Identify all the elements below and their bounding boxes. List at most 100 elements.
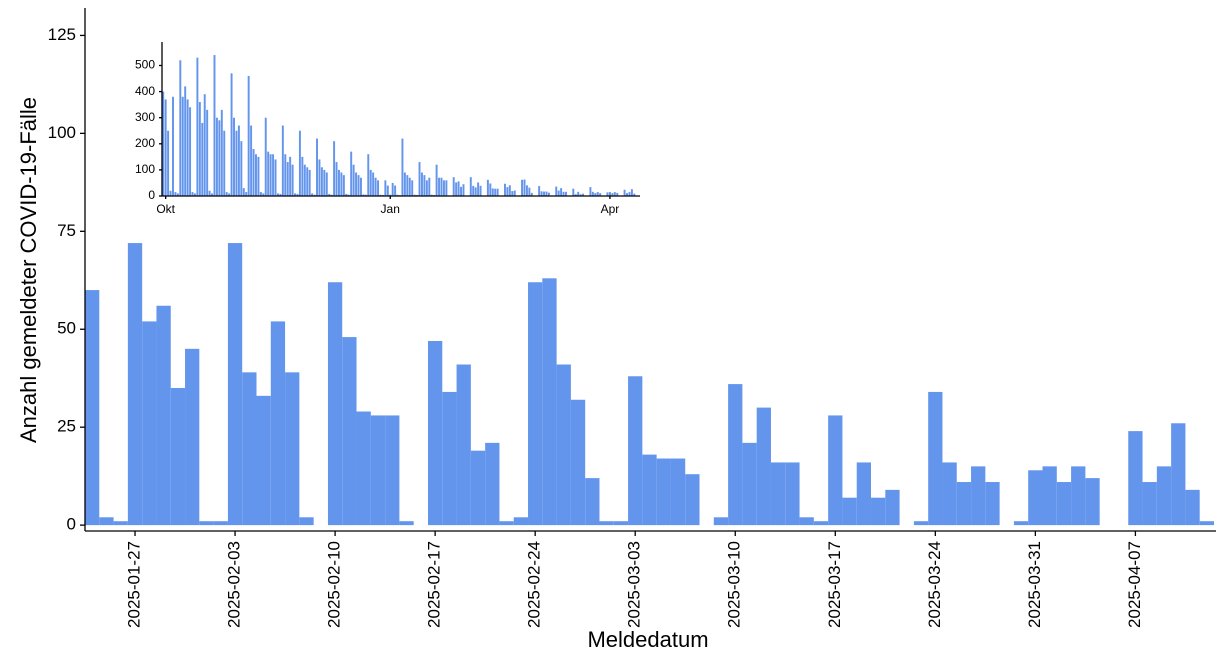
bar [364, 194, 367, 196]
bar [113, 521, 128, 526]
bar [223, 130, 226, 196]
bar [413, 194, 416, 196]
bar [494, 188, 497, 196]
bar [230, 73, 233, 196]
bar [813, 521, 829, 526]
bar [499, 521, 514, 526]
x-tick-label: 2025-02-17 [425, 541, 444, 628]
bar [442, 180, 445, 196]
bar [570, 399, 586, 526]
y-tick-label: 200 [135, 136, 155, 150]
bar [928, 391, 943, 526]
y-tick-label: 0 [67, 515, 76, 534]
bar [670, 458, 686, 526]
y-tick-label: 75 [57, 221, 76, 240]
bar [184, 86, 187, 196]
bar [538, 186, 541, 196]
bar [457, 181, 460, 196]
bar [562, 191, 565, 196]
bar [328, 193, 331, 196]
bar [323, 169, 326, 196]
bar [842, 497, 857, 526]
bar [203, 94, 206, 196]
bar [971, 466, 986, 526]
bar [245, 192, 248, 196]
y-tick-label: 50 [57, 319, 76, 338]
bar [311, 193, 314, 196]
bar [523, 179, 526, 196]
bar [281, 125, 284, 196]
bar [345, 193, 348, 196]
bar [1156, 466, 1172, 526]
x-tick-label: 2025-02-10 [325, 541, 344, 628]
bar [179, 60, 182, 197]
bar [521, 179, 524, 196]
bar [1128, 431, 1143, 526]
bar [1085, 478, 1100, 526]
bar [333, 141, 336, 196]
bar [294, 193, 297, 196]
bar [589, 187, 592, 196]
bar [477, 182, 480, 196]
bar [511, 191, 514, 196]
bar [257, 156, 260, 196]
bar [272, 154, 275, 196]
bar [274, 159, 277, 196]
bar [296, 193, 299, 196]
bar [342, 337, 357, 526]
bar [255, 154, 257, 196]
bar [291, 164, 294, 196]
bar [267, 151, 270, 196]
bar [191, 192, 194, 196]
bar [377, 180, 380, 196]
bar [427, 340, 443, 526]
bar [1142, 482, 1157, 526]
x-tick-label: 2025-03-31 [1025, 541, 1044, 628]
x-tick-label: 2025-02-03 [225, 541, 244, 628]
bar [370, 415, 386, 526]
bar [440, 177, 443, 196]
bar [169, 190, 172, 196]
bar [633, 193, 636, 196]
bar [367, 154, 370, 196]
bar [420, 172, 423, 196]
bar [259, 192, 262, 196]
bar [423, 175, 426, 196]
bar [456, 364, 471, 526]
bar [628, 376, 643, 526]
x-tick-label: 2025-03-03 [625, 541, 644, 628]
bar [474, 187, 477, 196]
bar [156, 305, 171, 526]
bar [528, 282, 543, 526]
bar [270, 321, 286, 526]
bar [577, 191, 580, 196]
bar [198, 102, 201, 196]
bar [237, 125, 240, 196]
bar [1071, 466, 1086, 526]
bar [403, 172, 406, 196]
bar [685, 474, 700, 526]
bar [357, 175, 360, 196]
x-tick-label: 2025-03-10 [725, 541, 744, 628]
bar [284, 154, 287, 196]
bar [540, 191, 543, 196]
bar [594, 193, 597, 196]
x-tick-label: Apr [601, 202, 620, 216]
bar [199, 521, 214, 526]
bar [530, 192, 533, 196]
bar [513, 190, 516, 196]
bar [470, 450, 486, 526]
bar [508, 185, 511, 196]
bar [167, 130, 170, 196]
bar [462, 184, 465, 196]
bar [401, 138, 404, 196]
bar [213, 521, 228, 526]
bar [1056, 482, 1072, 526]
bar [127, 243, 143, 526]
bar [313, 194, 316, 196]
y-tick-label: 125 [48, 25, 76, 44]
bar [181, 96, 184, 196]
bar [545, 191, 548, 196]
bar [599, 521, 614, 526]
bar [196, 57, 199, 197]
